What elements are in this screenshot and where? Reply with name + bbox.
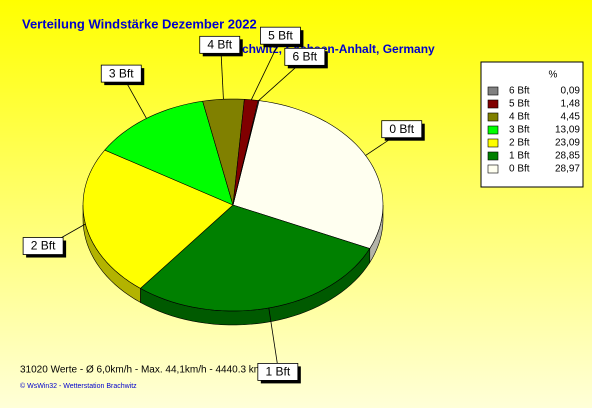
slice-label: 4 Bft xyxy=(207,37,232,51)
legend-value: 28,85 xyxy=(555,151,580,162)
legend-label: 5 Bft xyxy=(509,99,530,110)
legend-swatch xyxy=(487,112,499,122)
chart-title: Verteilung Windstärke Dezember 2022 xyxy=(22,16,257,31)
slice xyxy=(104,100,234,206)
legend-value: 0,09 xyxy=(561,86,581,97)
slice-label: 5 Bft xyxy=(268,28,293,42)
slice-label: 6 Bft xyxy=(292,50,317,64)
slice xyxy=(232,100,384,249)
footer-credit: © WsWin32 - Wetterstation Brachwitz xyxy=(20,382,137,390)
legend-swatch xyxy=(487,125,499,135)
label-box xyxy=(260,26,301,45)
slice xyxy=(202,98,245,206)
legend-value: 23,09 xyxy=(555,138,580,149)
legend-value: 28,97 xyxy=(555,164,580,175)
legend-label: 1 Bft xyxy=(509,151,530,162)
legend-swatch xyxy=(487,138,499,148)
legend-header: % xyxy=(549,70,558,81)
legend-swatch xyxy=(487,151,499,161)
legend-label: 4 Bft xyxy=(509,112,530,123)
label-box xyxy=(257,363,299,381)
slice-label: 2 Bft xyxy=(31,239,56,253)
legend-label: 3 Bft xyxy=(509,125,530,136)
legend-label: 0 Bft xyxy=(509,164,530,175)
label-box xyxy=(100,64,142,83)
label-leader xyxy=(268,307,280,374)
legend-value: 1,48 xyxy=(561,99,581,110)
slice-label: 0 Bft xyxy=(389,122,414,136)
legend-value: 4,45 xyxy=(561,112,581,123)
slice-label: 1 Bft xyxy=(265,365,290,379)
legend-swatch xyxy=(487,164,499,174)
footer-note: 31020 Werte - Ø 6,0km/h - Max. 44,1km/h … xyxy=(20,365,262,376)
label-box xyxy=(199,35,241,54)
chart-subtitle: Brachwitz, Sachsen-Anhalt, Germany xyxy=(222,42,435,56)
label-box xyxy=(284,47,326,66)
legend-swatch xyxy=(487,99,499,109)
label-box xyxy=(22,237,64,255)
slice xyxy=(82,149,234,289)
label-leader xyxy=(250,37,282,100)
legend-label: 2 Bft xyxy=(509,138,530,149)
legend-swatch xyxy=(487,86,499,96)
label-box xyxy=(381,120,423,139)
legend-label: 6 Bft xyxy=(509,86,530,97)
slice-label: 3 Bft xyxy=(109,66,134,80)
legend-value: 13,09 xyxy=(555,125,580,136)
slice xyxy=(139,204,371,312)
